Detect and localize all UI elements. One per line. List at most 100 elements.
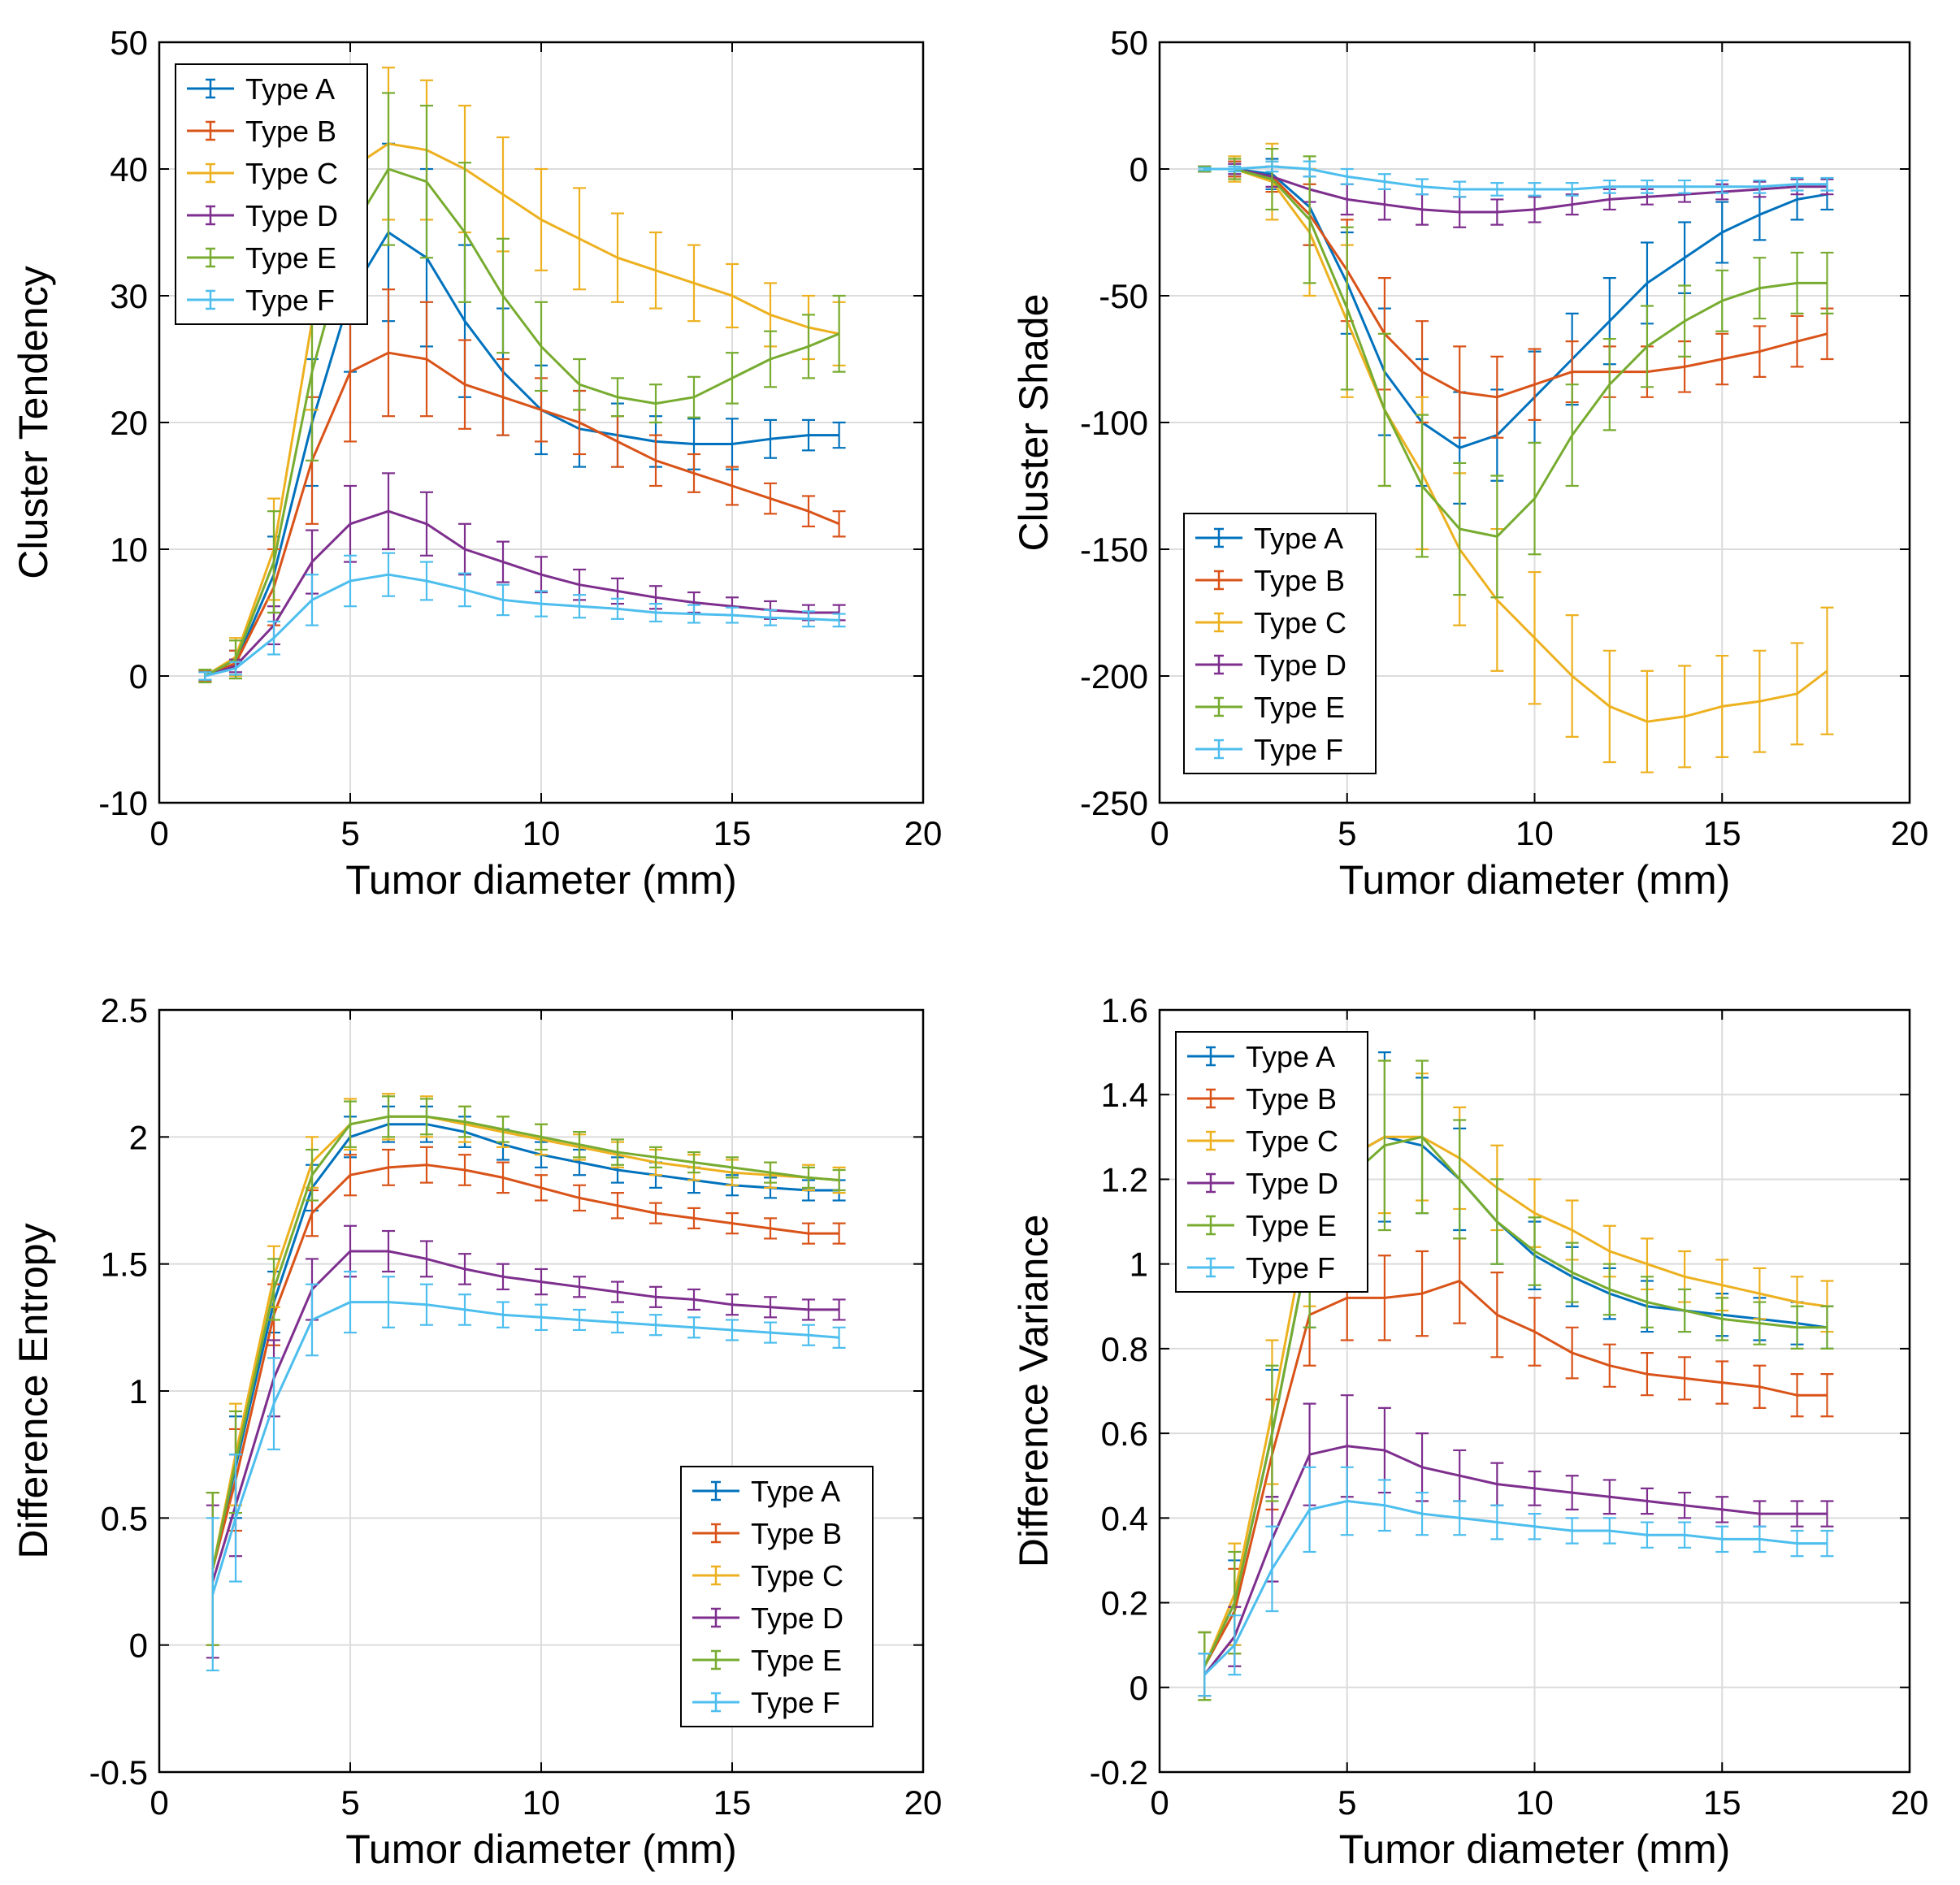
series-line: [1203, 1500, 1828, 1676]
legend-item: Type F: [1195, 733, 1343, 766]
x-tick-label: 0: [1150, 814, 1169, 852]
legend-item: Type B: [187, 115, 336, 148]
legend-item: Type C: [187, 157, 338, 190]
error-bar: [206, 1517, 219, 1672]
y-tick-label: -50: [1099, 277, 1148, 315]
legend-item: Type D: [187, 199, 338, 232]
x-axis-label: Tumor diameter (mm): [1339, 857, 1731, 903]
series-line: [211, 1301, 839, 1595]
x-tick-label: 20: [904, 814, 943, 852]
legend-label: Type A: [1246, 1040, 1335, 1073]
y-tick-label: 1: [129, 1372, 148, 1410]
series-line: [1204, 167, 1828, 538]
x-axis-label: Tumor diameter (mm): [345, 1826, 737, 1872]
chart-panel-2: 0 5 10 15 20 -250 -200 -150 -100 -50 0 50 Tumor diam…: [1011, 24, 1928, 903]
legend-item: Type E: [1187, 1209, 1337, 1242]
series-line: [1203, 1445, 1828, 1676]
series-line: [211, 1115, 839, 1570]
x-tick-label: 0: [150, 814, 168, 852]
series-line: [1204, 167, 1828, 723]
legend-label: Type D: [1246, 1167, 1338, 1200]
y-tick-label: 2.5: [101, 991, 148, 1029]
y-tick-label: 0.4: [1101, 1499, 1148, 1537]
legend-item: Type E: [692, 1644, 842, 1677]
y-tick-label: 1: [1130, 1246, 1148, 1284]
legend-label: Type F: [1254, 733, 1343, 766]
legend-box: [175, 63, 368, 325]
legend-item: Type E: [187, 241, 336, 275]
legend-label: Type F: [1246, 1251, 1335, 1285]
series-type-e: [1198, 147, 1834, 599]
legend-item: Type F: [692, 1686, 840, 1719]
x-tick-label: 10: [523, 1783, 561, 1822]
legend-label: Type B: [751, 1517, 842, 1550]
series-line: [204, 142, 839, 678]
x-tick-label: 5: [340, 1783, 359, 1822]
legend-box: [1175, 1031, 1368, 1293]
legend-label: Type A: [751, 1475, 840, 1508]
legend-item: Type D: [1187, 1167, 1338, 1200]
x-tick-label: 10: [1516, 1783, 1554, 1822]
series-group: [1198, 142, 1834, 774]
legend-label: Type B: [245, 115, 336, 148]
y-tick-label: 50: [110, 24, 148, 62]
series-line: [211, 1164, 839, 1570]
y-axis-label: Cluster Tendency: [11, 266, 56, 578]
legend-label: Type B: [1246, 1082, 1337, 1116]
x-tick-label: 15: [713, 1783, 752, 1822]
y-tick-label: 10: [110, 531, 148, 569]
legend-item: Type D: [1195, 648, 1346, 682]
series-line: [1204, 167, 1828, 399]
y-tick-label: 0.8: [1101, 1330, 1148, 1368]
error-bar: [1820, 606, 1834, 735]
series-line: [204, 231, 839, 678]
y-tick-label: 2: [129, 1118, 148, 1156]
x-tick-label: 5: [1338, 1783, 1356, 1822]
series-line: [205, 573, 839, 678]
x-tick-label: 20: [1891, 1783, 1929, 1822]
legend-label: Type D: [245, 199, 338, 232]
y-tick-label: 50: [1110, 24, 1148, 62]
y-tick-label: 1.6: [1101, 991, 1148, 1029]
y-tick-label: -10: [98, 784, 148, 822]
legend-label: Type D: [751, 1601, 843, 1635]
series-type-f: [206, 1270, 846, 1672]
legend-label: Type A: [245, 72, 335, 106]
error-bar: [1198, 167, 1212, 171]
series-group: [198, 67, 846, 683]
x-tick-label: 15: [713, 814, 752, 852]
legend-label: Type E: [245, 241, 336, 275]
legend-box: [1183, 513, 1377, 774]
chart-panel-4: 0 5 10 15 20-0.200.20.40.60.811.21.41.6Tumor…: [1011, 991, 1928, 1872]
legend-label: Type C: [1254, 606, 1346, 639]
y-tick-label: 40: [110, 150, 148, 188]
y-tick-label: 1.4: [1101, 1076, 1148, 1114]
legend-label: Type E: [1246, 1209, 1337, 1242]
y-tick-label: -250: [1080, 784, 1148, 822]
y-tick-label: -200: [1080, 657, 1148, 696]
legend-label: Type F: [751, 1686, 840, 1719]
legend-label: Type E: [751, 1644, 842, 1677]
y-tick-label: 0: [129, 1627, 148, 1665]
legend-label: Type F: [245, 284, 335, 317]
series-line: [204, 167, 840, 678]
x-axis-label: Tumor diameter (mm): [345, 857, 737, 903]
y-tick-label: 0: [1130, 1669, 1148, 1707]
y-tick-label: -0.2: [1090, 1753, 1148, 1792]
legend-item: Type B: [692, 1517, 842, 1550]
error-bar: [832, 1326, 846, 1349]
legend-item: Type A: [692, 1475, 840, 1508]
error-bar: [1198, 1652, 1212, 1697]
legend-item: Type B: [1187, 1082, 1337, 1116]
legend-item: Type B: [1195, 564, 1345, 597]
y-tick-label: 0: [1130, 150, 1148, 188]
y-axis-label: Difference Variance: [1011, 1215, 1056, 1568]
legend-item: Type F: [1187, 1251, 1335, 1285]
x-tick-label: 5: [340, 814, 359, 852]
y-axis-label: Cluster Shade: [1011, 294, 1056, 552]
y-tick-label: 20: [110, 404, 148, 442]
x-tick-label: 20: [1891, 814, 1929, 852]
